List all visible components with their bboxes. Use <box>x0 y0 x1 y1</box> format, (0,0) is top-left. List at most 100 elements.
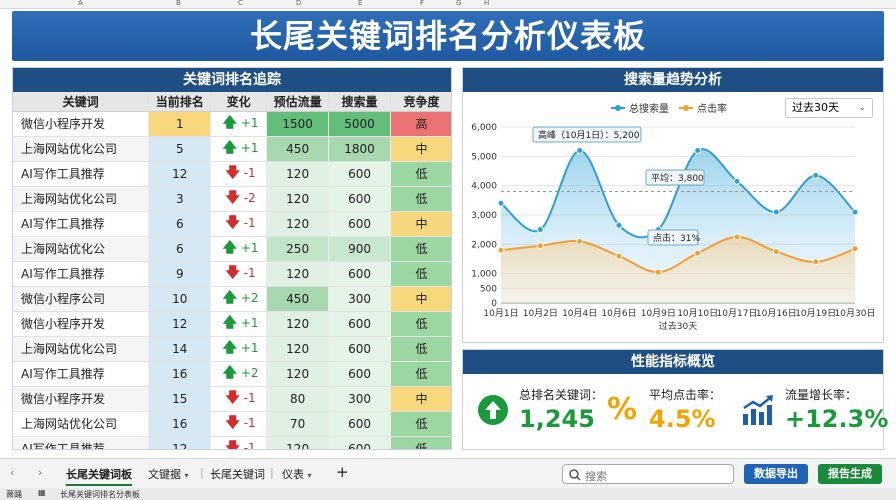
cell-competition[interactable]: 低 <box>390 186 451 212</box>
cell-keyword[interactable]: 上海网站优化公司 <box>13 336 150 362</box>
table-row[interactable]: AI写作工具推荐 12 🡇 -1 120 600 低 <box>13 161 451 187</box>
cell-rank[interactable]: 15 <box>148 386 212 412</box>
column-letter-h[interactable]: H <box>484 0 490 7</box>
column-letter-g[interactable]: G <box>456 0 462 7</box>
column-letter-e[interactable]: E <box>358 0 363 7</box>
cell-change[interactable]: 🡅 +1 <box>210 111 268 137</box>
cell-keyword[interactable]: AI写作工具推荐 <box>13 211 150 237</box>
cell-volume[interactable]: 1800 <box>328 136 392 162</box>
cell-competition[interactable]: 中 <box>390 136 451 162</box>
cell-competition[interactable]: 高 <box>390 111 451 137</box>
cell-competition[interactable]: 低 <box>390 436 451 449</box>
cell-traffic[interactable]: 70 <box>266 411 330 437</box>
cell-traffic[interactable]: 120 <box>266 211 330 237</box>
cell-rank[interactable]: 6 <box>148 236 212 262</box>
cell-traffic[interactable]: 120 <box>266 311 330 337</box>
cell-rank[interactable]: 12 <box>148 311 212 337</box>
cell-keyword[interactable]: 微信小程序开发 <box>13 111 150 137</box>
column-letter-c[interactable]: C <box>238 0 243 7</box>
cell-change[interactable]: 🡅 +1 <box>210 336 268 362</box>
column-letter-d[interactable]: D <box>296 0 302 7</box>
cell-volume[interactable]: 600 <box>328 436 392 449</box>
cell-volume[interactable]: 5000 <box>328 111 392 137</box>
cell-volume[interactable]: 300 <box>328 286 392 312</box>
cell-traffic[interactable]: 1500 <box>266 111 330 137</box>
cell-volume[interactable]: 600 <box>328 361 392 387</box>
cell-competition[interactable]: 低 <box>390 336 451 362</box>
export-data-button[interactable]: 数据导出 <box>744 464 808 484</box>
cell-volume[interactable]: 600 <box>328 336 392 362</box>
cell-change[interactable]: 🡅 +1 <box>210 311 268 337</box>
generate-report-button[interactable]: 报告生成 <box>818 464 882 484</box>
cell-volume[interactable]: 600 <box>328 411 392 437</box>
cell-competition[interactable]: 低 <box>390 161 451 187</box>
cell-competition[interactable]: 中 <box>390 386 451 412</box>
cell-rank[interactable]: 16 <box>148 411 212 437</box>
table-row[interactable]: 上海网站优化公司 14 🡅 +1 120 600 低 <box>13 336 451 362</box>
cell-change[interactable]: 🡇 -1 <box>210 386 268 412</box>
cell-volume[interactable]: 300 <box>328 386 392 412</box>
table-row[interactable]: 上海网站优化公司 16 🡇 -1 70 600 低 <box>13 411 451 437</box>
cell-traffic[interactable]: 120 <box>266 186 330 212</box>
cell-change[interactable]: 🡇 -1 <box>210 261 268 287</box>
cell-change[interactable]: 🡇 -1 <box>210 211 268 237</box>
table-row[interactable]: AI写作工具推荐 9 🡇 -1 120 600 低 <box>13 261 451 287</box>
cell-volume[interactable]: 600 <box>328 186 392 212</box>
cell-traffic[interactable]: 250 <box>266 236 330 262</box>
table-row[interactable]: AI写作工具推荐 6 🡇 -1 120 600 中 <box>13 211 451 237</box>
cell-change[interactable]: 🡅 +2 <box>210 286 268 312</box>
cell-rank[interactable]: 12 <box>148 436 212 449</box>
cell-competition[interactable]: 中 <box>390 286 451 312</box>
column-header-competition[interactable]: 竞争度 <box>390 92 451 112</box>
cell-keyword[interactable]: 上海网站优化公司 <box>13 136 150 162</box>
table-row[interactable]: 上海网站优化公 6 🡅 +1 250 900 低 <box>13 236 451 262</box>
cell-keyword[interactable]: 微信小程序公司 <box>13 286 150 312</box>
table-row[interactable]: AI写作工具推荐 16 🡅 +2 120 600 低 <box>13 361 451 387</box>
cell-volume[interactable]: 600 <box>328 211 392 237</box>
cell-volume[interactable]: 600 <box>328 161 392 187</box>
cell-traffic[interactable]: 80 <box>266 386 330 412</box>
cell-change[interactable]: 🡇 -2 <box>210 186 268 212</box>
scroll-left-icon[interactable]: ‹ <box>10 466 15 479</box>
column-header-traffic[interactable]: 预估流量 <box>266 92 330 112</box>
cell-keyword[interactable]: 上海网站优化公司 <box>13 411 150 437</box>
table-row[interactable]: 微信小程序开发 12 🡅 +1 120 600 低 <box>13 311 451 337</box>
cell-keyword[interactable]: 上海网站优化公 <box>13 236 150 262</box>
scroll-right-icon[interactable]: › <box>38 466 43 479</box>
cell-rank[interactable]: 14 <box>148 336 212 362</box>
cell-competition[interactable]: 低 <box>390 361 451 387</box>
cell-keyword[interactable]: AI写作工具推荐 <box>13 436 150 449</box>
tab-longtail[interactable]: 长尾关键词 <box>210 468 265 481</box>
column-header-keyword[interactable]: 关键词 <box>13 92 150 112</box>
cell-competition[interactable]: 低 <box>390 311 451 337</box>
cell-change[interactable]: 🡅 +2 <box>210 361 268 387</box>
cell-change[interactable]: 🡅 +1 <box>210 236 268 262</box>
search-input[interactable]: 搜索 <box>562 464 734 484</box>
column-header-change[interactable]: 变化 <box>210 92 268 112</box>
column-letter-b[interactable]: B <box>176 0 181 7</box>
cell-traffic[interactable]: 120 <box>266 161 330 187</box>
cell-change[interactable]: 🡇 -1 <box>210 161 268 187</box>
cell-rank[interactable]: 12 <box>148 161 212 187</box>
cell-competition[interactable]: 低 <box>390 411 451 437</box>
cell-competition[interactable]: 中 <box>390 211 451 237</box>
cell-traffic[interactable]: 120 <box>266 436 330 449</box>
table-row[interactable]: AI写作工具推荐 12 🡇 -1 120 600 低 <box>13 436 451 449</box>
table-row[interactable]: 上海网站优化公司 3 🡇 -2 120 600 低 <box>13 186 451 212</box>
cell-traffic[interactable]: 120 <box>266 261 330 287</box>
cell-rank[interactable]: 1 <box>148 111 212 137</box>
table-row[interactable]: 微信小程序开发 15 🡇 -1 80 300 中 <box>13 386 451 412</box>
cell-change[interactable]: 🡅 +1 <box>210 136 268 162</box>
cell-change[interactable]: 🡇 -1 <box>210 411 268 437</box>
cell-traffic[interactable]: 450 <box>266 136 330 162</box>
cell-traffic[interactable]: 450 <box>266 286 330 312</box>
tab-data[interactable]: 文键据 ▾ <box>148 466 189 482</box>
cell-traffic[interactable]: 120 <box>266 336 330 362</box>
cell-rank[interactable]: 3 <box>148 186 212 212</box>
cell-keyword[interactable]: 微信小程序开发 <box>13 311 150 337</box>
cell-volume[interactable]: 600 <box>328 311 392 337</box>
cell-competition[interactable]: 低 <box>390 261 451 287</box>
table-row[interactable]: 微信小程序公司 10 🡅 +2 450 300 中 <box>13 286 451 312</box>
cell-rank[interactable]: 6 <box>148 211 212 237</box>
cell-keyword[interactable]: AI写作工具推荐 <box>13 161 150 187</box>
